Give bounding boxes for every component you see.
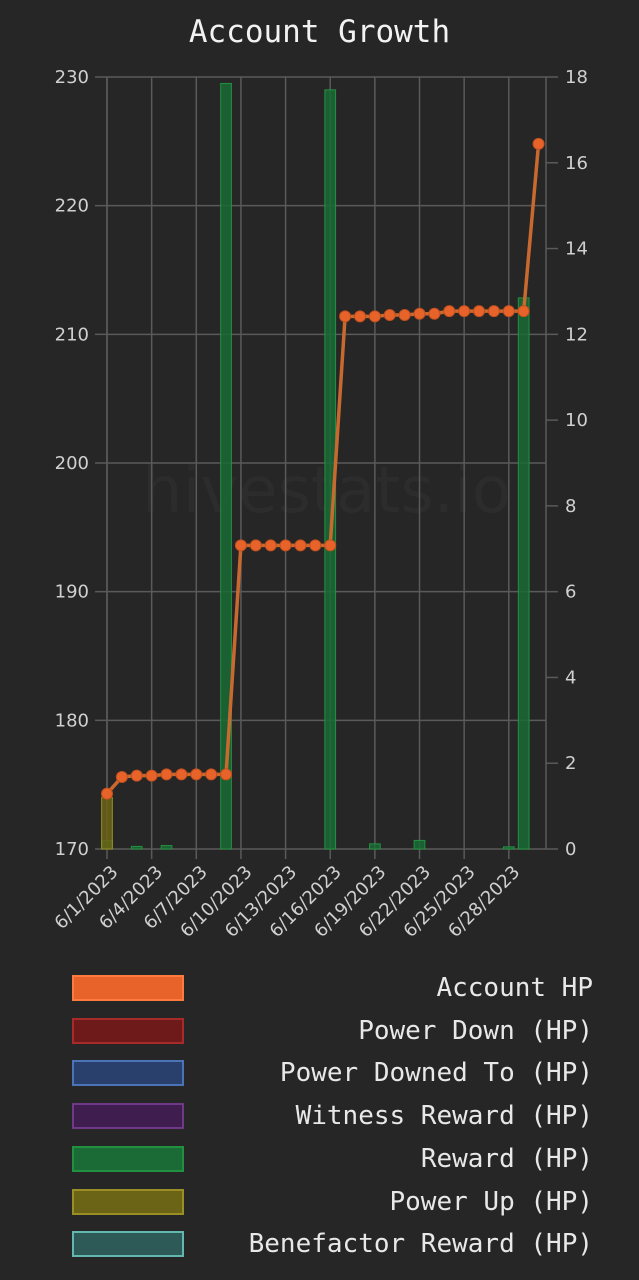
account-hp-point <box>190 768 203 781</box>
chart-title: Account Growth <box>188 14 451 50</box>
bar-reward-hp <box>502 846 515 850</box>
account-hp-point <box>145 769 158 782</box>
y-right-tick-label: 4 <box>565 667 576 688</box>
bar-reward-hp <box>369 843 381 850</box>
account-hp-point <box>130 769 143 782</box>
account-hp-point <box>398 309 411 322</box>
account-hp-point <box>353 310 366 323</box>
y-left-tick-label: 230 <box>55 67 89 88</box>
y-right-tick-label: 8 <box>565 496 576 517</box>
account-hp-point <box>234 539 247 552</box>
bar-reward-hp <box>130 845 143 850</box>
account-hp-point <box>324 539 337 552</box>
legend-swatch <box>72 1103 184 1130</box>
account-hp-point <box>249 539 262 552</box>
legend-item[interactable]: Power Downed To (HP) <box>0 1055 639 1091</box>
bar-reward-hp <box>220 82 232 850</box>
legend-item[interactable]: Power Down (HP) <box>0 1013 639 1049</box>
legend-item[interactable]: Witness Reward (HP) <box>0 1098 639 1134</box>
account-hp-point <box>413 307 426 320</box>
legend-swatch <box>72 1231 184 1258</box>
account-hp-point <box>279 539 292 552</box>
bar-power-up-hp <box>101 797 113 850</box>
account-hp-point <box>443 305 456 318</box>
account-hp-point <box>264 539 277 552</box>
legend-swatch <box>72 1017 184 1044</box>
y-right-tick-label: 2 <box>565 753 576 774</box>
legend-swatch <box>72 1060 184 1087</box>
y-left-tick-label: 200 <box>55 453 89 474</box>
y-left-tick-label: 190 <box>55 582 89 603</box>
legend-item[interactable]: Account HP <box>0 970 639 1006</box>
account-hp-point <box>383 309 396 322</box>
legend-label: Account HP <box>436 973 593 1003</box>
account-hp-point <box>220 768 233 781</box>
account-hp-point <box>160 768 173 781</box>
legend-label: Benefactor Reward (HP) <box>248 1229 593 1260</box>
legend-item[interactable]: Reward (HP) <box>0 1141 639 1177</box>
account-hp-point <box>205 768 218 781</box>
legend-swatch <box>72 1188 184 1215</box>
account-hp-point <box>487 305 500 318</box>
account-hp-point <box>458 305 471 318</box>
legend-item[interactable]: Benefactor Reward (HP) <box>0 1226 639 1262</box>
account-hp-point <box>339 310 352 323</box>
legend-label: Power Down (HP) <box>358 1015 593 1046</box>
account-hp-point <box>502 305 515 318</box>
y-right-tick-label: 14 <box>565 239 588 260</box>
y-right-tick-label: 12 <box>565 324 588 345</box>
account-hp-point <box>368 310 381 323</box>
legend-label: Witness Reward (HP) <box>295 1101 593 1132</box>
legend-swatch <box>72 1145 184 1172</box>
legend-swatch <box>72 975 184 1001</box>
account-hp-point <box>294 539 307 552</box>
y-left-tick-label: 170 <box>55 839 89 860</box>
y-left-tick-label: 210 <box>55 324 89 345</box>
bar-reward-hp <box>160 845 173 850</box>
account-hp-point <box>473 305 486 318</box>
legend-label: Power Downed To (HP) <box>279 1058 593 1089</box>
account-hp-point <box>532 137 545 150</box>
y-left-tick-label: 180 <box>55 710 89 731</box>
account-hp-point <box>517 305 530 318</box>
account-growth-chart: hivestats.io1701801902002102202300246810… <box>51 67 588 942</box>
account-hp-point <box>309 539 322 552</box>
y-right-tick-label: 6 <box>565 582 576 603</box>
y-right-tick-label: 10 <box>565 410 588 431</box>
legend-label: Power Up (HP) <box>389 1186 594 1217</box>
account-hp-point <box>101 787 113 800</box>
account-hp-point <box>115 770 128 783</box>
legend-label: Reward (HP) <box>420 1143 593 1174</box>
account-hp-point <box>175 768 188 781</box>
bar-reward-hp <box>413 839 426 850</box>
y-right-tick-label: 0 <box>565 839 576 860</box>
legend-item[interactable]: Power Up (HP) <box>0 1184 639 1220</box>
y-left-tick-label: 220 <box>55 196 89 217</box>
y-right-tick-label: 18 <box>565 67 588 88</box>
bar-reward-hp <box>517 297 530 850</box>
account-hp-point <box>428 307 441 320</box>
y-right-tick-label: 16 <box>565 153 588 174</box>
